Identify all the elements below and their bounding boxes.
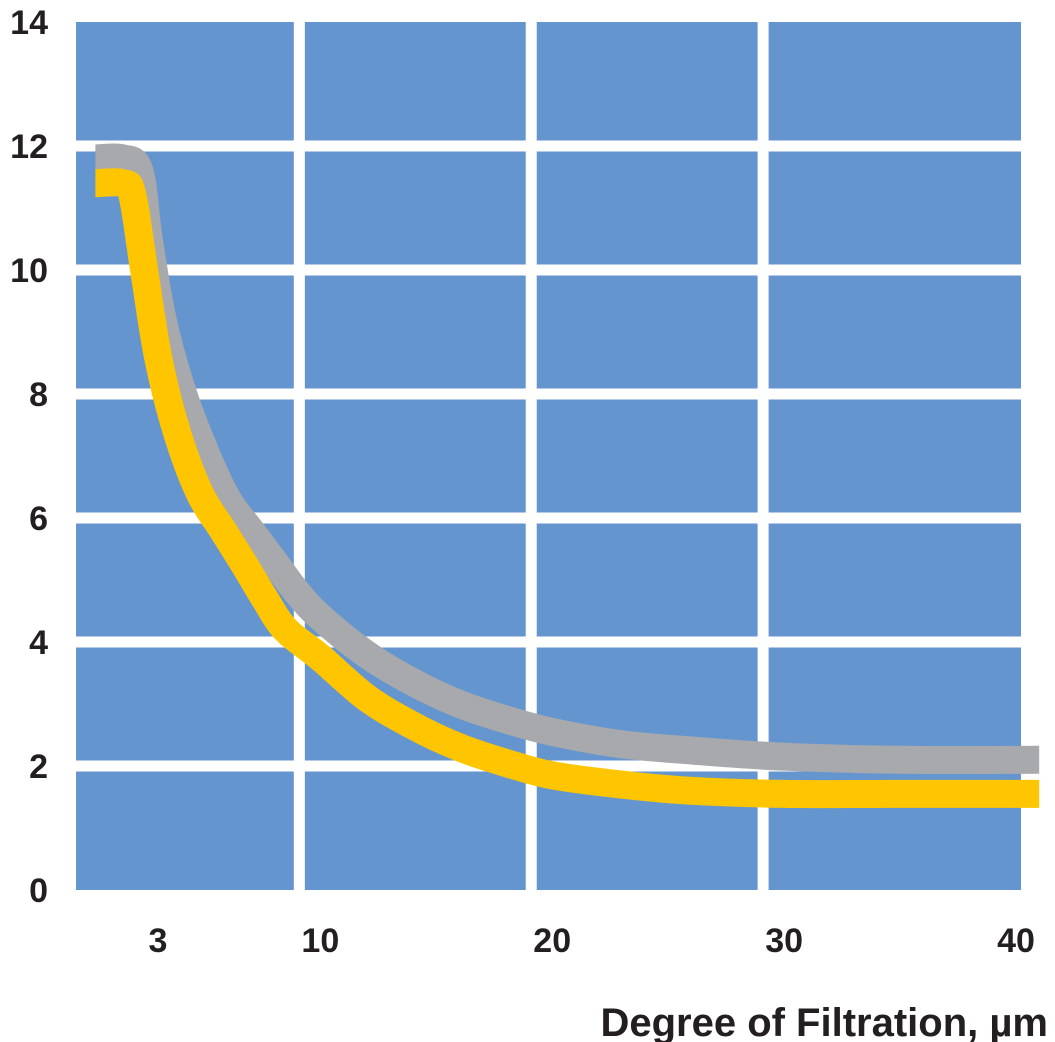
x-tick-label: 3 [149, 922, 168, 960]
y-tick-label: 2 [29, 748, 48, 786]
x-axis: 3 10 20 30 40 [149, 922, 1035, 960]
y-tick-label: 12 [10, 128, 48, 166]
y-tick-label: 10 [10, 252, 48, 290]
grid-line-h [76, 636, 1021, 648]
grid-line-h [76, 512, 1021, 524]
x-tick-label: 30 [765, 922, 803, 960]
y-tick-label: 0 [29, 872, 48, 910]
x-axis-label: Degree of Filtration, µm [600, 1001, 1048, 1042]
y-axis: 0 2 4 6 8 10 12 14 [10, 4, 48, 910]
y-tick-label: 4 [29, 624, 48, 662]
grid-line-h [76, 264, 1021, 276]
x-tick-label: 10 [301, 922, 339, 960]
grid-line-v [757, 22, 769, 890]
y-tick-label: 6 [29, 500, 48, 538]
series-layer [94, 143, 1040, 809]
y-tick-label: 8 [29, 376, 48, 414]
grid-line-h [76, 388, 1021, 400]
x-tick-label: 40 [997, 922, 1035, 960]
grid-line-v [293, 22, 305, 890]
grid-line-h [76, 140, 1021, 152]
x-tick-label: 20 [533, 922, 571, 960]
grid-line-v [525, 22, 537, 890]
series-line-2 [94, 168, 1040, 809]
y-tick-label: 14 [10, 4, 48, 42]
